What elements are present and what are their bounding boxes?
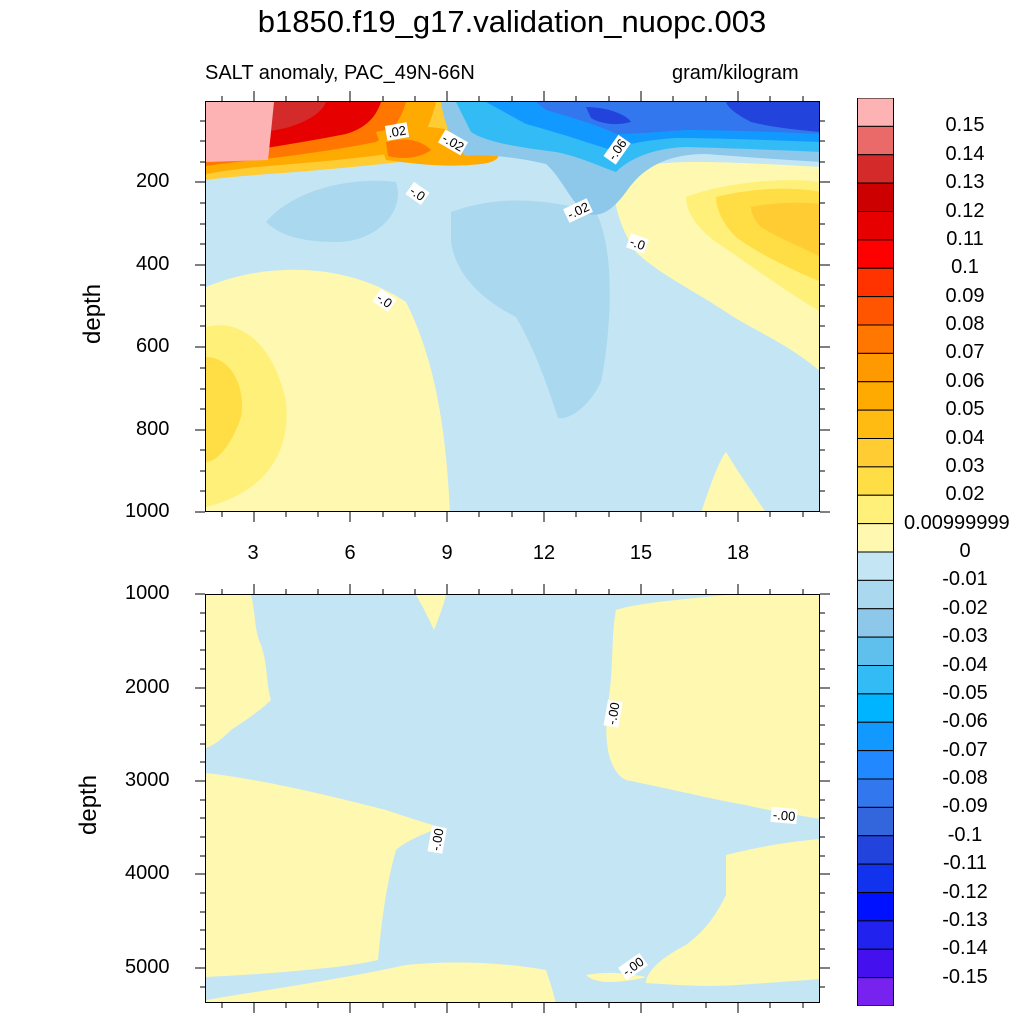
colorbar-swatch: [857, 98, 894, 127]
x-tick-label: 15: [629, 542, 653, 564]
colorbar-swatch: [857, 438, 894, 468]
colorbar-tick-label: 0.11: [946, 227, 984, 250]
lower-contour-field: [206, 595, 819, 1002]
contour-label: -.00: [770, 806, 799, 825]
upper-y-tick-label: 1000: [125, 500, 170, 522]
upper-y-tick-label: 800: [136, 418, 170, 440]
colorbar-tick-label: -0.06: [942, 710, 988, 733]
colorbar-tick-label: -0.03: [942, 625, 988, 648]
colorbar-swatch: [857, 154, 894, 184]
colorbar-swatch: [857, 948, 894, 979]
colorbar-swatch: [857, 806, 894, 837]
colorbar-tick-label: 0.09: [945, 284, 985, 307]
colorbar-swatch: [857, 579, 894, 610]
lower-y-tick-label: 3000: [125, 769, 170, 791]
colorbar-tick-label: -0.13: [942, 908, 988, 931]
colorbar-swatch: [857, 494, 894, 525]
lower-depth-panel: [205, 594, 820, 1003]
colorbar-tick-label: 0.1: [951, 256, 979, 279]
colorbar-tick-label: 0.14: [945, 142, 985, 165]
colorbar-swatch: [857, 239, 894, 269]
colorbar-tick-label: -0.15: [942, 965, 988, 988]
lower-y-tick-label: 1000: [125, 582, 170, 604]
colorbar-tick-label: -0.05: [942, 681, 988, 704]
x-tick-label: 18: [726, 542, 750, 564]
upper-depth-panel: [205, 101, 820, 512]
units-subtitle: gram/kilogram: [672, 62, 799, 84]
colorbar-swatch: [857, 551, 894, 581]
colorbar-swatch: [857, 296, 894, 326]
colorbar-swatch: [857, 892, 894, 922]
colorbar-tick-label: 0.07: [945, 341, 985, 364]
colorbar-swatch: [857, 211, 894, 241]
colorbar-tick-label: -0.04: [942, 653, 988, 676]
lower-y-tick-label: 5000: [125, 956, 170, 978]
colorbar-tick-label: 0.05: [945, 398, 985, 421]
colorbar-swatch: [857, 182, 894, 212]
colorbar-swatch: [857, 636, 894, 666]
colorbar-tick-label: 0.12: [945, 199, 985, 222]
upper-contour-field: [206, 102, 819, 511]
colorbar: [857, 98, 894, 1006]
variable-subtitle: SALT anomaly, PAC_49N-66N: [205, 62, 475, 84]
colorbar-swatch: [857, 665, 894, 695]
colorbar-swatch: [857, 920, 894, 950]
colorbar-swatch: [857, 409, 894, 439]
colorbar-tick-label: -0.1: [947, 823, 983, 846]
colorbar-swatch: [857, 693, 894, 723]
colorbar-swatch: [857, 863, 894, 893]
colorbar-swatch: [857, 721, 894, 752]
colorbar-swatch: [857, 523, 894, 553]
colorbar-swatch: [857, 977, 894, 1006]
lower-y-tick-label: 4000: [125, 862, 170, 884]
lower-y-tick-label: 2000: [125, 676, 170, 698]
colorbar-tick-label: -0.11: [942, 852, 988, 875]
colorbar-tick-label: -0.02: [942, 596, 988, 619]
colorbar-swatch: [857, 778, 894, 808]
colorbar-tick-label: 0.04: [945, 426, 985, 449]
colorbar-swatch: [857, 466, 894, 496]
colorbar-tick-label: -0.08: [942, 767, 988, 789]
colorbar-tick-label: -0.12: [942, 880, 988, 903]
upper-y-axis-label: depth: [79, 283, 106, 344]
x-tick-label: 3: [247, 542, 259, 564]
colorbar-swatch: [857, 608, 894, 638]
x-tick-label: 6: [344, 542, 356, 564]
colorbar-tick-label: 0.15: [945, 114, 985, 137]
colorbar-tick-label: 0.06: [945, 369, 985, 392]
colorbar-swatch: [857, 324, 894, 354]
colorbar-swatch: [857, 381, 894, 411]
upper-y-tick-label: 600: [136, 335, 170, 357]
upper-y-tick-label: 400: [136, 253, 170, 275]
colorbar-swatch: [857, 125, 894, 156]
colorbar-tick-label: 0: [959, 540, 971, 562]
colorbar-tick-label: 0.08: [945, 313, 985, 335]
x-tick-label: 9: [441, 542, 453, 564]
upper-y-tick-label: 200: [136, 170, 170, 192]
colorbar-tick-label: -0.07: [942, 738, 988, 761]
colorbar-swatch: [857, 750, 894, 780]
colorbar-tick-label: 0.02: [945, 483, 985, 506]
colorbar-tick-label: 0.03: [945, 454, 985, 477]
lower-y-axis-label: depth: [75, 774, 102, 835]
colorbar-tick-label: 0.13: [945, 171, 985, 194]
colorbar-tick-label: -0.01: [942, 568, 988, 591]
colorbar-swatch: [857, 352, 894, 383]
colorbar-swatch: [857, 835, 894, 865]
colorbar-tick-label: -0.09: [942, 795, 988, 818]
chart-title: b1850.f19_g17.validation_nuopc.003: [257, 4, 767, 39]
colorbar-swatch: [857, 267, 894, 298]
x-tick-label: 12: [532, 542, 556, 564]
colorbar-tick-label: 0.00999999: [904, 511, 1010, 534]
colorbar-tick-label: -0.14: [942, 937, 988, 960]
